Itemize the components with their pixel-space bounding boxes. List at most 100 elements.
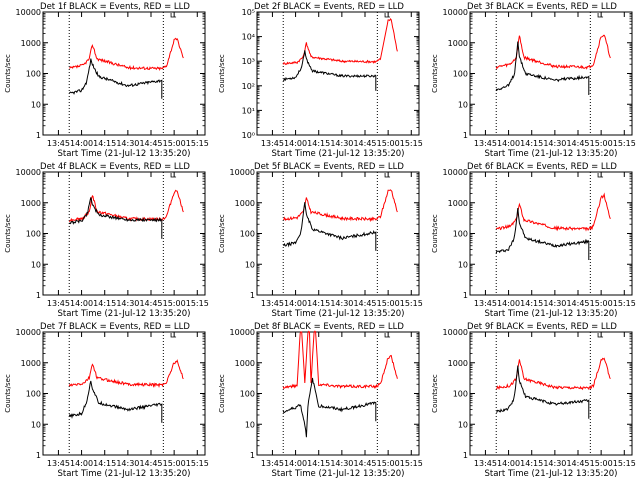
- detector-panel-3: Det 3f BLACK = Events, RED = LLD 1 10 100 10…: [431, 2, 636, 159]
- plot-frame: [469, 331, 633, 456]
- x-tick-label: 14:00: [497, 139, 520, 148]
- x-tick-label: 14:45: [353, 299, 376, 308]
- detector-panel-1: Det 1f BLACK = Events, RED = LLD 1 10 100 10…: [4, 2, 209, 159]
- plot-frame: [42, 11, 206, 136]
- x-tick-label: 14:00: [70, 299, 93, 308]
- corner-marker: [170, 333, 177, 338]
- x-tick-label: 15:00: [163, 139, 186, 148]
- detector-panel-6: Det 6f BLACK = Events, RED = LLD 1 10 100 10…: [431, 162, 636, 319]
- x-tick-label: 14:15: [520, 459, 543, 468]
- x-tick-label: 15:00: [377, 459, 400, 468]
- y-axis-label: Counts/sec: [218, 54, 226, 93]
- detector-panel-7: Det 7f BLACK = Events, RED = LLD 1 10 100 10…: [4, 322, 209, 479]
- y-tick-label: 10¹: [242, 106, 255, 115]
- x-tick-label: 13:45: [47, 139, 70, 148]
- y-tick-label: 1: [36, 291, 41, 300]
- x-tick-label: 15:00: [590, 139, 613, 148]
- corner-marker: [597, 173, 604, 178]
- panel-title: Det 4f BLACK = Events, RED = LLD: [40, 162, 190, 172]
- x-tick-label: 14:30: [116, 299, 139, 308]
- y-tick-label: 100: [240, 390, 255, 399]
- x-tick-label: 15:15: [400, 459, 423, 468]
- x-axis-label: Start Time (21-Jul-12 13:35:20): [272, 469, 405, 479]
- plot-frame: [256, 171, 420, 296]
- x-tick-label: 13:45: [261, 299, 284, 308]
- y-tick-label: 100: [26, 230, 41, 239]
- x-axis-label: Start Time (21-Jul-12 13:35:20): [58, 469, 191, 479]
- x-tick-label: 14:00: [497, 299, 520, 308]
- y-tick-label: 1000: [21, 359, 41, 368]
- y-tick-label: 10⁰: [242, 131, 255, 140]
- x-tick-label: 14:15: [520, 139, 543, 148]
- x-tick-label: 14:30: [543, 139, 566, 148]
- x-tick-label: 14:00: [284, 299, 307, 308]
- y-tick-label: 1: [463, 131, 468, 140]
- corner-marker: [384, 333, 391, 338]
- x-tick-label: 14:15: [93, 299, 116, 308]
- y-tick-label: 10: [31, 260, 41, 269]
- series-line-lld: [495, 34, 611, 70]
- x-tick-label: 14:30: [330, 299, 353, 308]
- y-tick-label: 10²: [242, 82, 255, 91]
- x-tick-label: 14:30: [543, 299, 566, 308]
- x-tick-label: 14:15: [520, 299, 543, 308]
- x-tick-label: 15:15: [186, 139, 209, 148]
- y-axis-label: Counts/sec: [218, 214, 226, 253]
- plot-frame: [42, 331, 206, 456]
- y-tick-label: 10000: [443, 328, 468, 337]
- y-axis-label: Counts/sec: [4, 374, 12, 413]
- x-axis-label: Start Time (21-Jul-12 13:35:20): [485, 149, 618, 159]
- y-tick-label: 1000: [235, 359, 255, 368]
- y-tick-label: 100: [240, 230, 255, 239]
- y-tick-label: 10000: [443, 8, 468, 17]
- y-axis-label: Counts/sec: [218, 374, 226, 413]
- panel-title: Det 1f BLACK = Events, RED = LLD: [40, 2, 190, 12]
- y-tick-label: 10: [458, 100, 468, 109]
- x-tick-label: 14:00: [70, 459, 93, 468]
- y-axis-label: Counts/sec: [431, 54, 439, 93]
- series-line-events: [69, 58, 163, 99]
- x-tick-label: 14:45: [139, 299, 162, 308]
- corner-marker: [384, 13, 391, 18]
- x-tick-label: 14:00: [284, 459, 307, 468]
- x-tick-label: 15:15: [186, 459, 209, 468]
- panel-title: Det 7f BLACK = Events, RED = LLD: [40, 322, 190, 332]
- y-tick-label: 1000: [21, 199, 41, 208]
- y-tick-label: 1000: [448, 199, 468, 208]
- corner-marker: [384, 173, 391, 178]
- x-tick-label: 15:15: [613, 459, 636, 468]
- y-tick-label: 100: [453, 230, 468, 239]
- x-tick-label: 15:00: [590, 459, 613, 468]
- y-tick-label: 10³: [242, 57, 255, 66]
- series-line-events: [495, 41, 590, 95]
- y-tick-label: 10⁵: [242, 8, 255, 17]
- y-tick-label: 10: [245, 420, 255, 429]
- corner-marker: [597, 333, 604, 338]
- plot-frame: [469, 11, 633, 136]
- corner-marker: [170, 13, 177, 18]
- x-tick-label: 13:45: [261, 459, 284, 468]
- x-tick-label: 14:45: [353, 139, 376, 148]
- x-tick-label: 14:15: [307, 299, 330, 308]
- y-tick-label: 10: [458, 260, 468, 269]
- y-tick-label: 10000: [16, 328, 41, 337]
- series-line-events: [283, 202, 377, 251]
- y-tick-label: 1: [36, 451, 41, 460]
- detector-panel-8: Det 8f BLACK = Events, RED = LLD 1 10 100 10…: [218, 322, 423, 479]
- y-axis-label: Counts/sec: [431, 214, 439, 253]
- x-axis-label: Start Time (21-Jul-12 13:35:20): [485, 309, 618, 319]
- y-tick-label: 100: [453, 70, 468, 79]
- corner-marker: [597, 13, 604, 18]
- x-tick-label: 14:45: [353, 459, 376, 468]
- x-tick-label: 14:45: [139, 139, 162, 148]
- x-tick-label: 15:15: [613, 299, 636, 308]
- x-tick-label: 15:00: [377, 139, 400, 148]
- plot-frame: [256, 11, 420, 136]
- y-tick-label: 1000: [448, 39, 468, 48]
- x-axis-label: Start Time (21-Jul-12 13:35:20): [58, 309, 191, 319]
- x-tick-label: 14:30: [330, 139, 353, 148]
- detector-panel-2: Det 2f BLACK = Events, RED = LLD 10⁰ 10¹ 10…: [218, 2, 423, 159]
- y-tick-label: 10: [245, 260, 255, 269]
- detector-panel-5: Det 5f BLACK = Events, RED = LLD 1 10 100 10…: [218, 162, 423, 319]
